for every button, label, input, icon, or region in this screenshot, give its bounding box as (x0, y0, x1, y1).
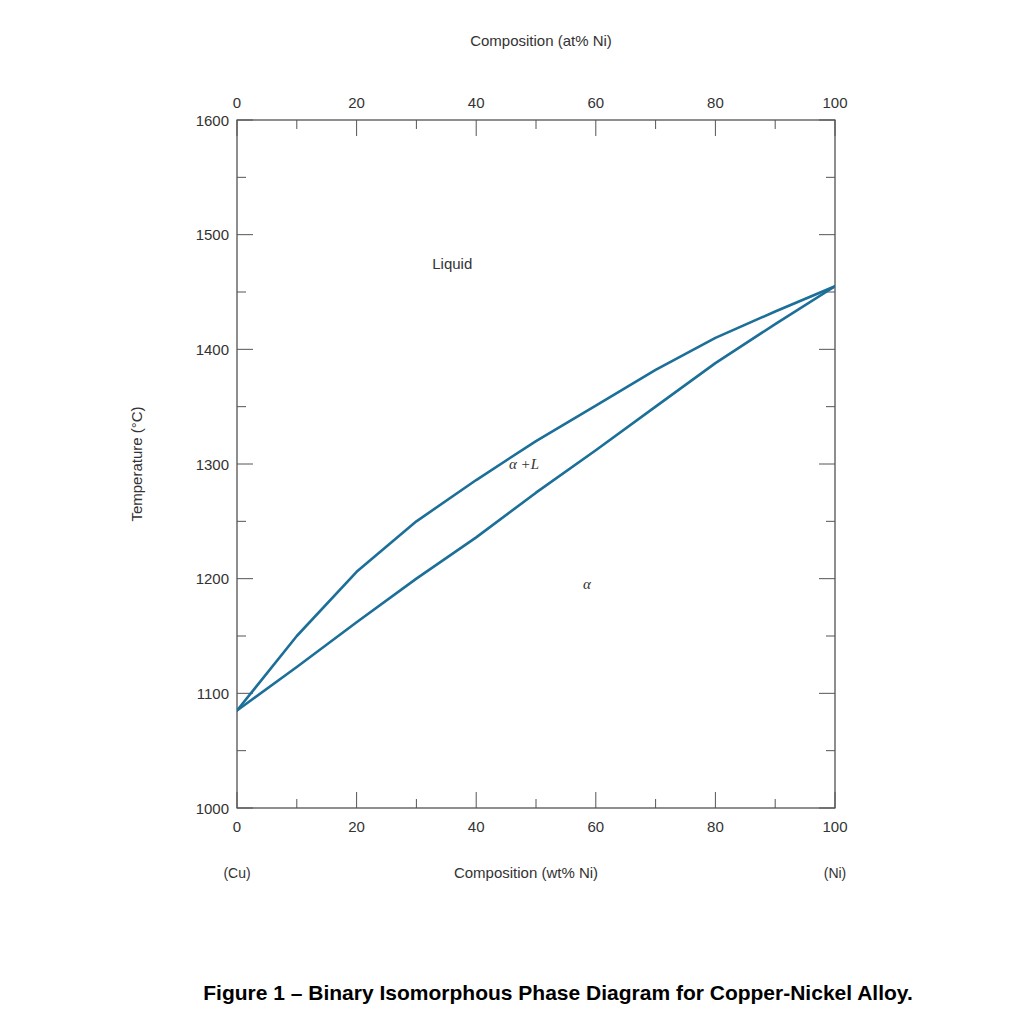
y-tick (237, 636, 246, 637)
x2-tick (715, 120, 716, 136)
x-tick-label: 100 (822, 818, 847, 835)
y-tick-right (826, 406, 835, 407)
x2-tick (476, 120, 477, 136)
y-tick-label: 1300 (196, 456, 229, 473)
region-label: α +L (509, 456, 539, 472)
y-tick-right (819, 120, 835, 121)
x-tick (655, 799, 656, 808)
chart-canvas: 0204060801000204060801001000110012001300… (0, 0, 1014, 1024)
caption: Figure 1 – Binary Isomorphous Phase Diag… (203, 981, 913, 1004)
x-tick (595, 792, 596, 808)
x2-tick (655, 120, 656, 129)
y-tick (237, 578, 253, 579)
x2-tick-label: 100 (822, 94, 847, 111)
y-tick-right (826, 636, 835, 637)
y-tick (237, 120, 253, 121)
y-tick (237, 292, 246, 293)
x-tick (835, 792, 836, 808)
y-tick-right (819, 349, 835, 350)
y-tick-label: 1100 (197, 685, 229, 702)
y-tick-right (826, 750, 835, 751)
x2-tick-label: 60 (587, 94, 604, 111)
y-tick (237, 750, 246, 751)
y-tick (237, 406, 246, 407)
x2-tick (536, 120, 537, 129)
y-tick (237, 234, 253, 235)
y-axis-label: Temperature (°C) (128, 406, 145, 521)
x2-tick (835, 120, 836, 136)
x2-tick (237, 120, 238, 136)
plot-area (237, 286, 835, 710)
x-tick-label: 20 (348, 818, 365, 835)
x2-axis-label: Composition (at% Ni) (470, 32, 612, 49)
y-tick-right (819, 234, 835, 235)
x2-tick (416, 120, 417, 129)
x2-tick (356, 120, 357, 136)
region-label: Liquid (432, 255, 472, 272)
x-tick-label: 0 (233, 818, 241, 835)
y-tick-label: 1400 (196, 341, 229, 358)
x2-tick (775, 120, 776, 129)
y-tick-right (819, 464, 835, 465)
x-tick-label: 60 (587, 818, 604, 835)
x-tick-label: 40 (468, 818, 485, 835)
x-tick (296, 799, 297, 808)
y-tick (237, 521, 246, 522)
y-tick-label: 1000 (196, 800, 229, 817)
phase-boundary (237, 286, 835, 710)
x2-tick (296, 120, 297, 129)
y-tick-right (819, 693, 835, 694)
x2-tick-label: 0 (233, 94, 241, 111)
plot-frame (237, 120, 835, 808)
region-label: α (583, 576, 592, 592)
y-tick (237, 464, 253, 465)
x2-tick (595, 120, 596, 136)
x-axis-label: Composition (wt% Ni) (454, 864, 598, 881)
y-tick (237, 808, 253, 809)
x-tick (715, 792, 716, 808)
component-label: (Ni) (824, 865, 847, 881)
x-tick (536, 799, 537, 808)
phase-boundary (237, 286, 835, 710)
background (0, 0, 1014, 1024)
y-tick-right (826, 177, 835, 178)
x-tick (476, 792, 477, 808)
y-tick (237, 177, 246, 178)
x-tick (356, 792, 357, 808)
y-tick-right (826, 521, 835, 522)
x-tick-label: 80 (707, 818, 724, 835)
y-tick-right (819, 808, 835, 809)
x2-tick-label: 20 (348, 94, 365, 111)
y-tick-label: 1200 (196, 570, 229, 587)
x2-tick-label: 80 (707, 94, 724, 111)
y-tick-label: 1500 (196, 226, 229, 243)
y-tick-label: 1600 (196, 112, 229, 129)
component-label: (Cu) (223, 865, 250, 881)
x-tick (775, 799, 776, 808)
y-tick-right (819, 578, 835, 579)
x-tick (416, 799, 417, 808)
y-tick (237, 349, 253, 350)
x2-tick-label: 40 (468, 94, 485, 111)
x-tick (237, 792, 238, 808)
